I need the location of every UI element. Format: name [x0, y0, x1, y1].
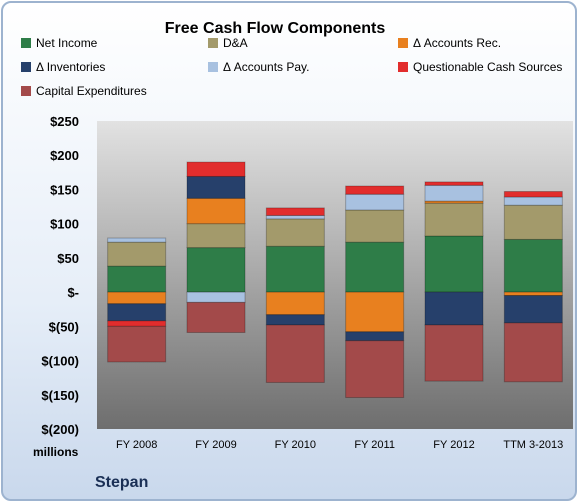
bar-capital-expenditures-fy-2012 — [424, 324, 484, 382]
bar-d-a-ttm-3-2013 — [503, 204, 563, 240]
bar-inventories-fy-2012 — [424, 291, 484, 326]
bar-capital-expenditures-ttm-3-2013 — [503, 322, 563, 383]
legend-swatch-accounts-rec — [398, 38, 408, 48]
bar-questionable-cash-sources-fy-2009 — [186, 161, 246, 177]
x-tick-label: FY 2011 — [354, 439, 395, 451]
legend-swatch-questionable-cash-sources — [398, 62, 408, 72]
units-label: millions — [33, 445, 79, 459]
chart-legend: Net Income D&A Δ Accounts Rec. Δ Inventorie… — [21, 36, 562, 98]
bar-accounts-rec-fy-2010 — [265, 291, 325, 316]
y-tick-label: $50 — [57, 251, 79, 266]
legend-label-d-a: D&A — [223, 36, 248, 50]
bar-accounts-pay-fy-2008 — [107, 237, 167, 243]
bar-d-a-fy-2012 — [424, 202, 484, 237]
y-tick-label: $150 — [50, 182, 79, 197]
plot-area — [97, 121, 573, 429]
legend-label-net-income: Net Income — [36, 36, 98, 50]
x-tick-label: FY 2009 — [195, 439, 236, 451]
legend-swatch-d-a — [208, 38, 218, 48]
bar-net-income-fy-2010 — [265, 245, 325, 293]
bar-accounts-rec-fy-2011 — [345, 291, 405, 333]
legend-label-inventories: Δ Inventories — [36, 60, 105, 74]
bar-capital-expenditures-fy-2011 — [345, 340, 405, 399]
bar-accounts-rec-fy-2009 — [186, 197, 246, 225]
y-tick-label: $(50) — [49, 319, 79, 334]
legend-swatch-net-income — [21, 38, 31, 48]
legend-label-capital-expenditures: Capital Expenditures — [36, 84, 147, 98]
x-tick-label: FY 2012 — [433, 439, 474, 451]
y-tick-label: $250 — [50, 114, 79, 129]
y-tick-label: $(100) — [41, 354, 79, 369]
y-tick-label: $(150) — [41, 388, 79, 403]
legend-swatch-accounts-pay — [208, 62, 218, 72]
y-tick-label: $- — [67, 285, 79, 300]
bar-net-income-fy-2011 — [345, 241, 405, 293]
bar-accounts-pay-ttm-3-2013 — [503, 196, 563, 206]
legend-label-accounts-pay: Δ Accounts Pay. — [223, 60, 310, 74]
bar-accounts-pay-fy-2009 — [186, 291, 246, 303]
bar-questionable-cash-sources-fy-2008 — [107, 320, 167, 327]
bar-questionable-cash-sources-fy-2010 — [265, 207, 325, 216]
bar-questionable-cash-sources-fy-2012 — [424, 181, 484, 186]
bar-questionable-cash-sources-fy-2011 — [345, 185, 405, 195]
bar-net-income-fy-2008 — [107, 265, 167, 293]
bar-accounts-rec-ttm-3-2013 — [503, 291, 563, 297]
bar-accounts-rec-fy-2008 — [107, 291, 167, 305]
bar-capital-expenditures-fy-2010 — [265, 324, 325, 383]
bar-d-a-fy-2008 — [107, 241, 167, 267]
legend-swatch-inventories — [21, 62, 31, 72]
bar-accounts-pay-fy-2010 — [265, 214, 325, 220]
bar-inventories-fy-2011 — [345, 331, 405, 342]
bar-net-income-ttm-3-2013 — [503, 238, 563, 293]
bar-net-income-fy-2012 — [424, 235, 484, 293]
chart-svg: Free Cash Flow Components Net Income D&A Δ… — [21, 20, 573, 491]
y-tick-label: $100 — [50, 217, 79, 232]
x-axis: FY 2008 FY 2009 FY 2010 FY 2011 FY 2012 TTM 3… — [116, 439, 563, 451]
bar-d-a-fy-2009 — [186, 223, 246, 249]
legend-swatch-capital-expenditures — [21, 86, 31, 96]
bar-d-a-fy-2011 — [345, 209, 405, 243]
x-tick-label: FY 2010 — [275, 439, 316, 451]
bar-accounts-pay-fy-2011 — [345, 193, 405, 211]
bar-inventories-fy-2010 — [265, 314, 325, 326]
bars-group — [107, 161, 563, 399]
bar-capital-expenditures-fy-2008 — [107, 325, 167, 363]
bar-inventories-fy-2009 — [186, 175, 246, 199]
x-tick-label: FY 2008 — [116, 439, 157, 451]
bar-inventories-fy-2008 — [107, 303, 167, 322]
y-tick-label: $(200) — [41, 422, 79, 437]
company-name: Stepan — [95, 474, 148, 491]
legend-label-accounts-rec: Δ Accounts Rec. — [413, 36, 501, 50]
chart-title: Free Cash Flow Components — [165, 20, 386, 37]
bar-questionable-cash-sources-ttm-3-2013 — [503, 190, 563, 198]
bar-capital-expenditures-fy-2009 — [186, 301, 246, 333]
bar-d-a-fy-2010 — [265, 218, 325, 247]
y-tick-label: $200 — [50, 148, 79, 163]
bar-net-income-fy-2009 — [186, 247, 246, 293]
bar-accounts-pay-fy-2012 — [424, 184, 484, 202]
y-axis: $250 $200 $150 $100 $50 $- $(50) $(100) $(150) $(… — [41, 114, 79, 437]
bar-inventories-ttm-3-2013 — [503, 295, 563, 324]
legend-label-questionable-cash-sources: Questionable Cash Sources — [413, 60, 562, 74]
x-tick-label: TTM 3-2013 — [503, 439, 563, 451]
